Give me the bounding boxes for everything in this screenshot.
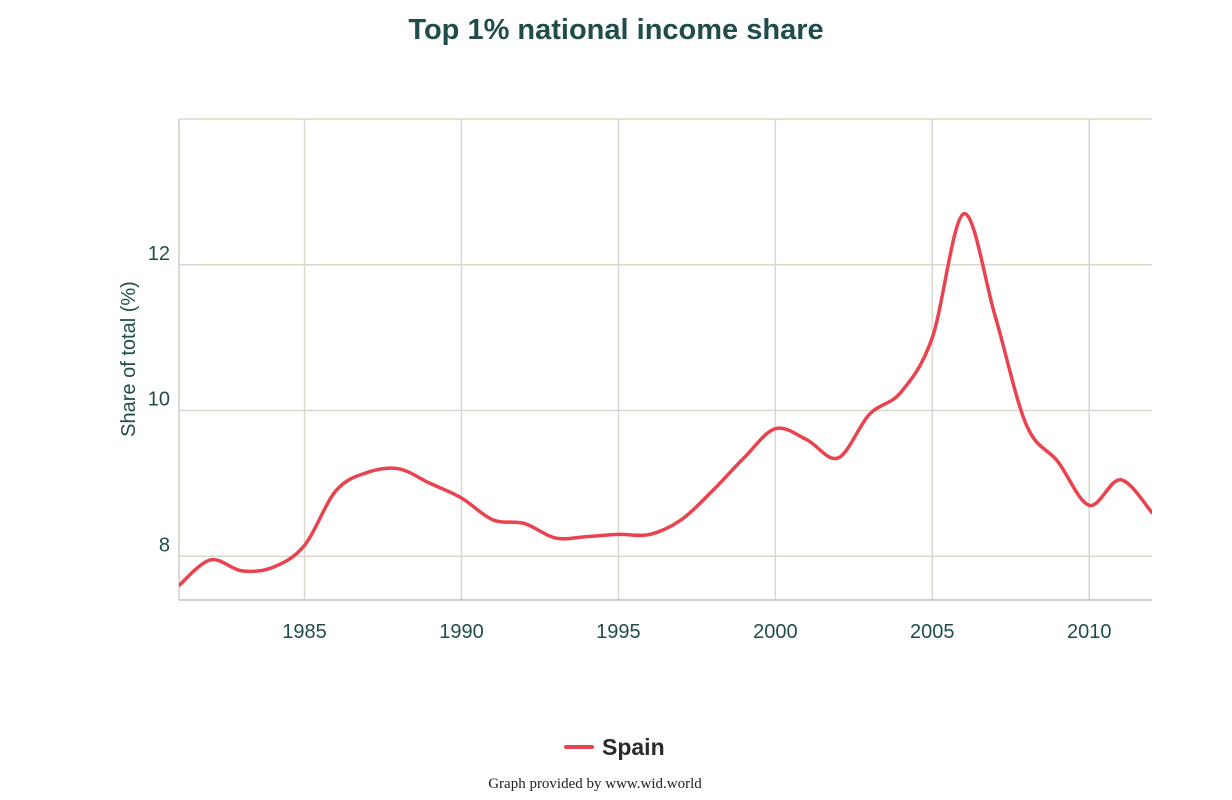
x-tick-label-1985: 1985 [282,621,327,643]
series-layer [175,210,1156,589]
data-point-1998[interactable] [709,487,717,495]
data-point-2005[interactable] [928,334,936,342]
data-point-2006[interactable] [960,210,968,218]
vertical-gridlines [303,119,1090,600]
horizontal-gridlines [179,118,1152,558]
data-point-1996[interactable] [646,530,654,538]
data-point-1997[interactable] [677,516,685,524]
data-point-1991[interactable] [489,516,497,524]
data-point-1989[interactable] [426,479,434,487]
data-point-1985[interactable] [301,541,309,549]
x-tick-labels: 1985 1990 1995 2000 2005 2010 [282,621,1111,643]
data-point-2012[interactable] [1148,509,1156,517]
data-point-1987[interactable] [363,468,371,476]
y-tick-label-12: 12 [148,243,170,265]
series-line-spain[interactable] [179,211,1152,588]
data-point-1993[interactable] [552,534,560,542]
x-tick-label-2005: 2005 [910,621,955,643]
legend[interactable]: Spain [564,734,665,760]
chart-title: Top 1% national income share [408,14,824,46]
y-tick-label-10: 10 [148,389,170,411]
data-point-2007[interactable] [991,312,999,320]
y-tick-label-8: 8 [159,534,170,556]
data-point-2004[interactable] [897,388,905,396]
data-point-1984[interactable] [269,563,277,571]
y-axis-title: Share of total (%) [118,281,140,437]
data-point-2011[interactable] [1117,476,1125,484]
data-point-1999[interactable] [740,454,748,462]
data-point-2002[interactable] [834,454,842,462]
x-tick-label-1995: 1995 [596,621,641,643]
data-point-1981[interactable] [175,581,183,589]
data-point-2003[interactable] [866,410,874,418]
data-point-1983[interactable] [238,567,246,575]
legend-label-spain[interactable]: Spain [602,734,665,760]
data-point-1988[interactable] [395,465,403,473]
data-point-2009[interactable] [1054,458,1062,466]
data-point-1982[interactable] [206,556,214,564]
data-point-2008[interactable] [1022,421,1030,429]
data-point-1995[interactable] [614,530,622,538]
data-point-1994[interactable] [583,533,591,541]
data-point-1992[interactable] [520,519,528,527]
data-point-2000[interactable] [771,425,779,433]
x-tick-label-2000: 2000 [753,621,798,643]
x-tick-label-1990: 1990 [439,621,484,643]
data-point-2001[interactable] [803,436,811,444]
x-tick-label-2010: 2010 [1067,621,1112,643]
data-point-1990[interactable] [457,494,465,502]
data-point-2010[interactable] [1085,501,1093,509]
data-point-1986[interactable] [332,487,340,495]
credit-text: Graph provided by www.wid.world [488,776,702,792]
y-tick-labels: 8 10 12 [148,243,170,557]
